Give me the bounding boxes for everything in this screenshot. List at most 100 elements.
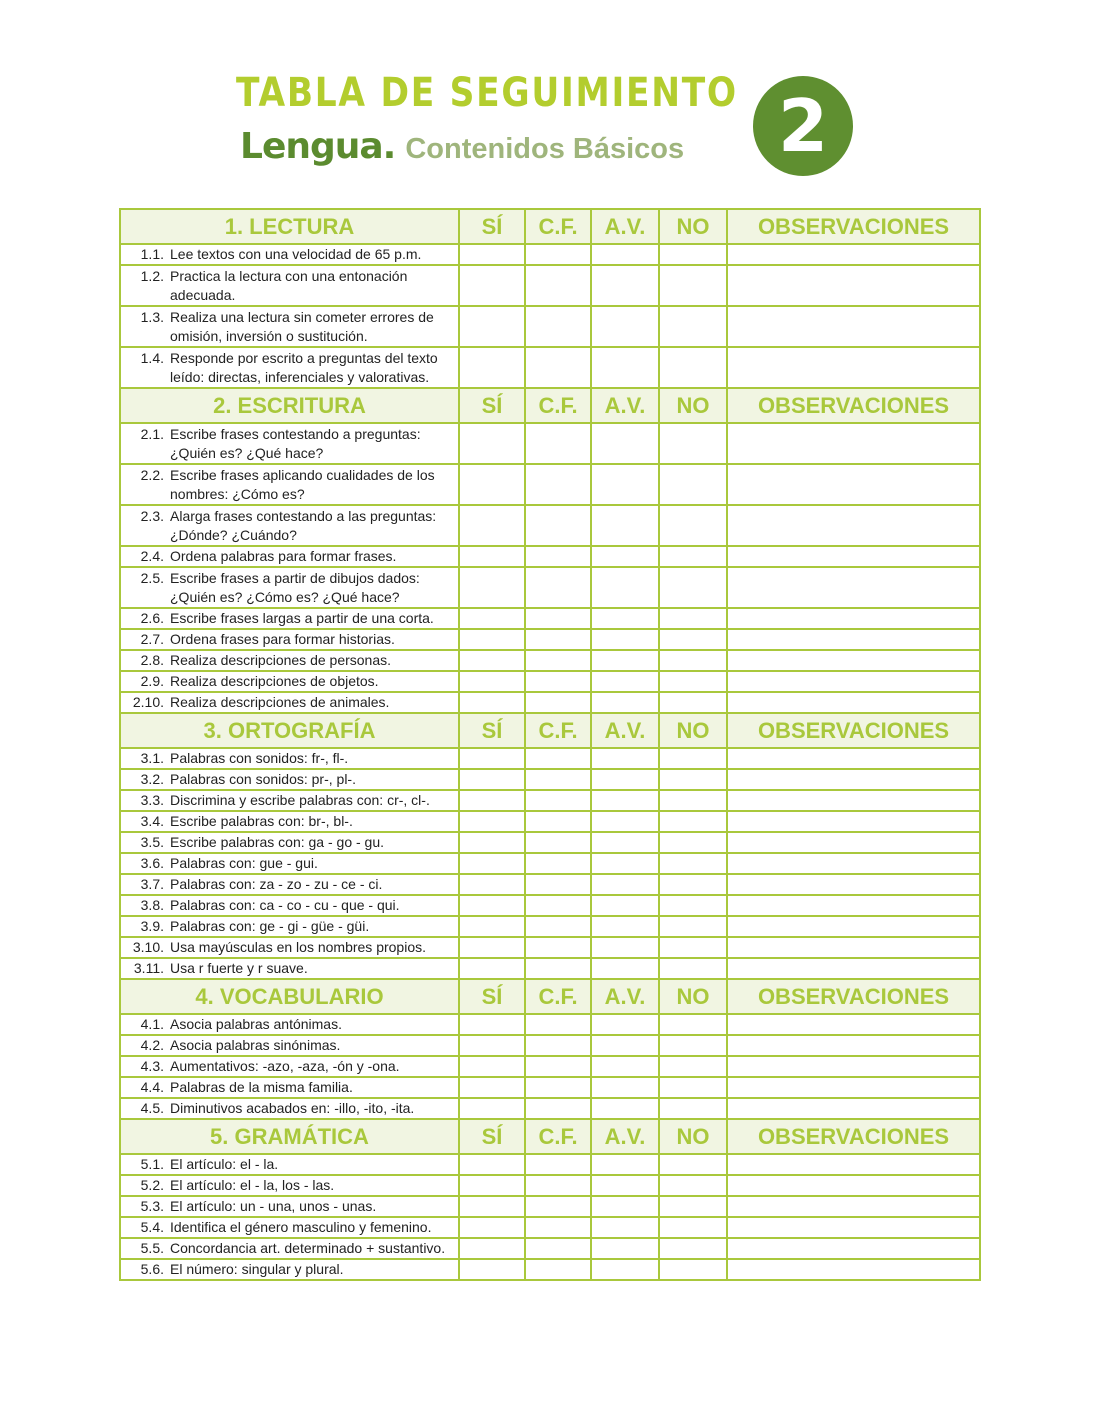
- no-cell[interactable]: [658, 422, 728, 465]
- cf-cell[interactable]: [524, 346, 592, 389]
- cf-cell[interactable]: [524, 936, 592, 959]
- no-cell[interactable]: [658, 1034, 728, 1057]
- av-cell[interactable]: [590, 768, 660, 791]
- observaciones-cell[interactable]: [726, 670, 981, 693]
- observaciones-cell[interactable]: [726, 789, 981, 812]
- si-cell[interactable]: [458, 670, 526, 693]
- cf-cell[interactable]: [524, 915, 592, 938]
- no-cell[interactable]: [658, 852, 728, 875]
- no-cell[interactable]: [658, 566, 728, 609]
- si-cell[interactable]: [458, 915, 526, 938]
- si-cell[interactable]: [458, 346, 526, 389]
- av-cell[interactable]: [590, 1195, 660, 1218]
- si-cell[interactable]: [458, 649, 526, 672]
- no-cell[interactable]: [658, 264, 728, 307]
- av-cell[interactable]: [590, 305, 660, 348]
- cf-cell[interactable]: [524, 1258, 592, 1281]
- si-cell[interactable]: [458, 566, 526, 609]
- av-cell[interactable]: [590, 1153, 660, 1176]
- si-cell[interactable]: [458, 810, 526, 833]
- si-cell[interactable]: [458, 1174, 526, 1197]
- cf-cell[interactable]: [524, 566, 592, 609]
- no-cell[interactable]: [658, 305, 728, 348]
- av-cell[interactable]: [590, 422, 660, 465]
- observaciones-cell[interactable]: [726, 346, 981, 389]
- no-cell[interactable]: [658, 628, 728, 651]
- observaciones-cell[interactable]: [726, 1216, 981, 1239]
- observaciones-cell[interactable]: [726, 936, 981, 959]
- no-cell[interactable]: [658, 873, 728, 896]
- no-cell[interactable]: [658, 1055, 728, 1078]
- observaciones-cell[interactable]: [726, 1237, 981, 1260]
- observaciones-cell[interactable]: [726, 1034, 981, 1057]
- no-cell[interactable]: [658, 1174, 728, 1197]
- av-cell[interactable]: [590, 1034, 660, 1057]
- cf-cell[interactable]: [524, 810, 592, 833]
- observaciones-cell[interactable]: [726, 463, 981, 506]
- cf-cell[interactable]: [524, 789, 592, 812]
- si-cell[interactable]: [458, 422, 526, 465]
- cf-cell[interactable]: [524, 852, 592, 875]
- observaciones-cell[interactable]: [726, 852, 981, 875]
- si-cell[interactable]: [458, 691, 526, 714]
- no-cell[interactable]: [658, 463, 728, 506]
- no-cell[interactable]: [658, 1076, 728, 1099]
- si-cell[interactable]: [458, 243, 526, 266]
- si-cell[interactable]: [458, 894, 526, 917]
- av-cell[interactable]: [590, 243, 660, 266]
- observaciones-cell[interactable]: [726, 1097, 981, 1120]
- no-cell[interactable]: [658, 1258, 728, 1281]
- av-cell[interactable]: [590, 1216, 660, 1239]
- no-cell[interactable]: [658, 1153, 728, 1176]
- cf-cell[interactable]: [524, 649, 592, 672]
- no-cell[interactable]: [658, 831, 728, 854]
- cf-cell[interactable]: [524, 545, 592, 568]
- observaciones-cell[interactable]: [726, 566, 981, 609]
- av-cell[interactable]: [590, 789, 660, 812]
- av-cell[interactable]: [590, 894, 660, 917]
- si-cell[interactable]: [458, 1055, 526, 1078]
- av-cell[interactable]: [590, 566, 660, 609]
- av-cell[interactable]: [590, 831, 660, 854]
- cf-cell[interactable]: [524, 1055, 592, 1078]
- av-cell[interactable]: [590, 1237, 660, 1260]
- observaciones-cell[interactable]: [726, 305, 981, 348]
- observaciones-cell[interactable]: [726, 1076, 981, 1099]
- observaciones-cell[interactable]: [726, 1153, 981, 1176]
- av-cell[interactable]: [590, 264, 660, 307]
- no-cell[interactable]: [658, 936, 728, 959]
- no-cell[interactable]: [658, 810, 728, 833]
- si-cell[interactable]: [458, 789, 526, 812]
- si-cell[interactable]: [458, 831, 526, 854]
- si-cell[interactable]: [458, 747, 526, 770]
- si-cell[interactable]: [458, 305, 526, 348]
- observaciones-cell[interactable]: [726, 649, 981, 672]
- av-cell[interactable]: [590, 1258, 660, 1281]
- si-cell[interactable]: [458, 1258, 526, 1281]
- av-cell[interactable]: [590, 936, 660, 959]
- cf-cell[interactable]: [524, 1153, 592, 1176]
- av-cell[interactable]: [590, 1013, 660, 1036]
- cf-cell[interactable]: [524, 957, 592, 980]
- av-cell[interactable]: [590, 852, 660, 875]
- cf-cell[interactable]: [524, 873, 592, 896]
- av-cell[interactable]: [590, 1097, 660, 1120]
- cf-cell[interactable]: [524, 607, 592, 630]
- si-cell[interactable]: [458, 1076, 526, 1099]
- observaciones-cell[interactable]: [726, 1195, 981, 1218]
- si-cell[interactable]: [458, 1153, 526, 1176]
- cf-cell[interactable]: [524, 243, 592, 266]
- observaciones-cell[interactable]: [726, 1055, 981, 1078]
- observaciones-cell[interactable]: [726, 831, 981, 854]
- av-cell[interactable]: [590, 810, 660, 833]
- cf-cell[interactable]: [524, 1076, 592, 1099]
- av-cell[interactable]: [590, 915, 660, 938]
- no-cell[interactable]: [658, 957, 728, 980]
- av-cell[interactable]: [590, 1076, 660, 1099]
- av-cell[interactable]: [590, 346, 660, 389]
- cf-cell[interactable]: [524, 628, 592, 651]
- cf-cell[interactable]: [524, 768, 592, 791]
- si-cell[interactable]: [458, 1237, 526, 1260]
- observaciones-cell[interactable]: [726, 1013, 981, 1036]
- no-cell[interactable]: [658, 346, 728, 389]
